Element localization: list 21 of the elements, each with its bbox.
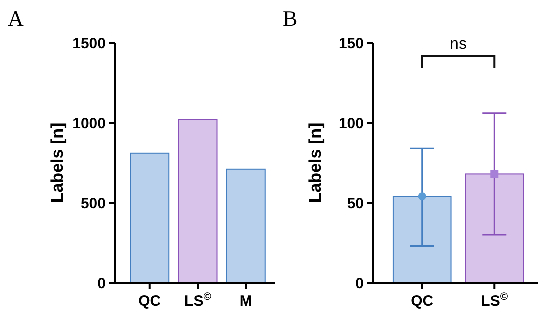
- y-tick-label: 100: [338, 115, 364, 132]
- x-tick-label: QC: [411, 293, 434, 310]
- bar: [178, 119, 218, 284]
- y-tick-label: 50: [347, 195, 364, 212]
- bar: [226, 168, 266, 284]
- y-axis-title: Labels [n]: [48, 122, 67, 204]
- y-tick-label: 1000: [72, 115, 106, 132]
- x-tick-label: LS$^{©}$: [184, 291, 212, 310]
- y-tick-label: 0: [356, 275, 364, 292]
- y-axis-title: Labels [n]: [306, 122, 325, 204]
- x-tick-label: LS$^{©}$: [481, 291, 508, 310]
- chart-title: A: [8, 6, 24, 31]
- bar: [130, 152, 170, 284]
- y-tick-label: 0: [98, 275, 106, 292]
- y-tick-label: 1500: [72, 35, 106, 52]
- y-tick-label: 150: [338, 35, 364, 52]
- chart-title: B: [283, 6, 298, 31]
- annotation: ns: [450, 36, 467, 53]
- y-tick-label: 500: [80, 195, 106, 212]
- x-tick-label: QC: [138, 293, 162, 310]
- x-tick-label: M: [240, 293, 252, 310]
